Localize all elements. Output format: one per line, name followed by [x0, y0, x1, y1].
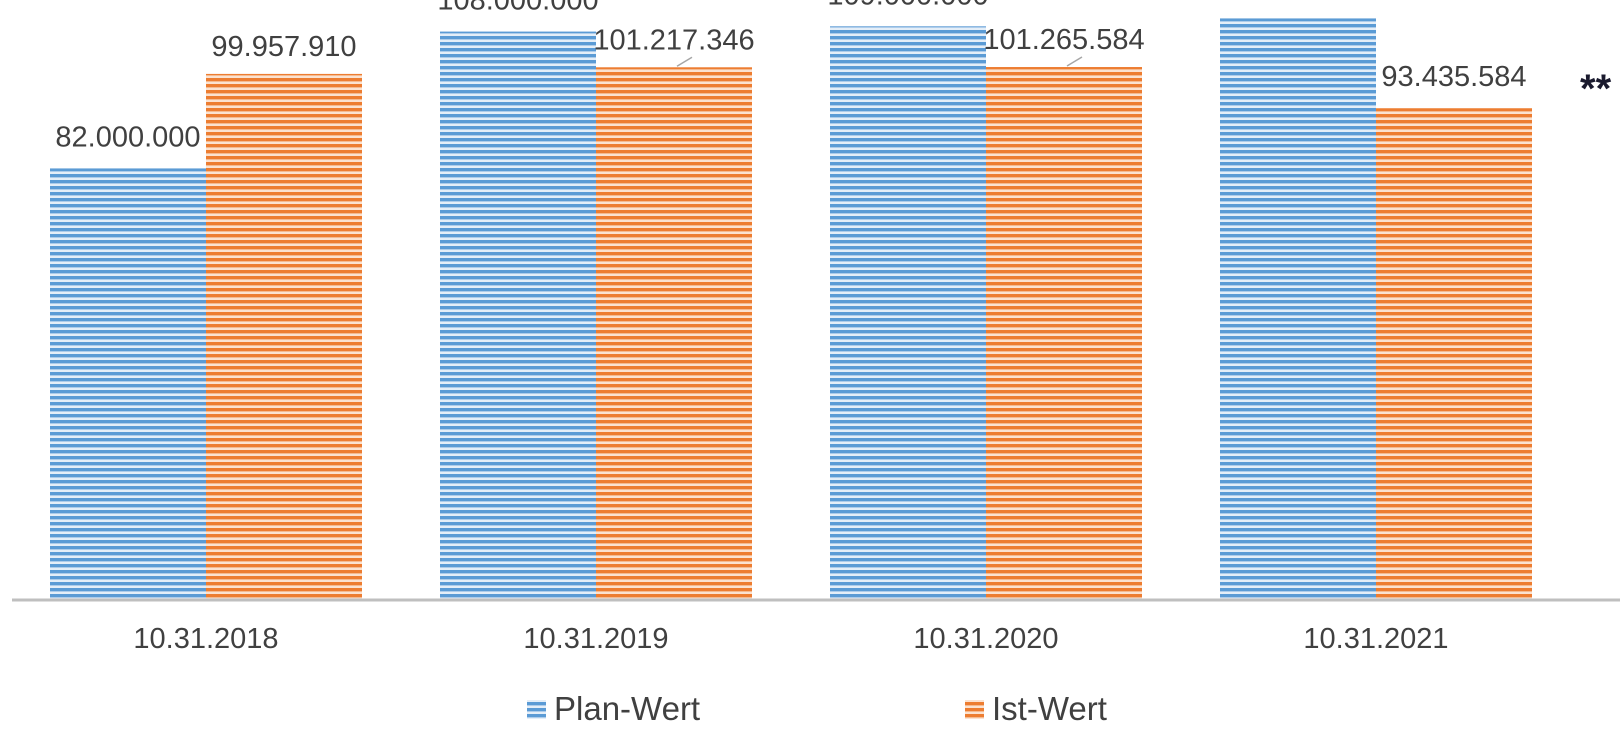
- data-label-ist-10.31.2021: 93.435.584: [1381, 61, 1526, 93]
- annotation-asterisks: **: [1580, 67, 1612, 111]
- legend-label-ist: Ist-Wert: [992, 690, 1107, 727]
- bar-plan-10.31.2019: [440, 31, 596, 601]
- x-tick-label-10.31.2020: 10.31.2020: [913, 623, 1058, 655]
- bar-ist-10.31.2019: [596, 67, 752, 601]
- bar-ist-10.31.2020: [986, 67, 1142, 600]
- leader-lines: [676, 56, 1083, 67]
- data-label-ist-10.31.2020: 101.265.584: [983, 24, 1144, 56]
- bar-ist-10.31.2018: [206, 73, 362, 600]
- bar-plan-10.31.2020: [830, 26, 986, 600]
- data-label-ist-10.31.2019: 101.217.346: [593, 24, 754, 56]
- x-tick-label-10.31.2019: 10.31.2019: [523, 623, 668, 655]
- legend-item-plan: Plan-Wert: [527, 690, 700, 727]
- legend-item-ist: Ist-Wert: [965, 690, 1107, 727]
- x-axis-tick-labels: 10.31.2018 10.31.2019 10.31.2020 10.31.2021: [133, 623, 1448, 655]
- bar-ist-10.31.2021: [1376, 108, 1532, 600]
- x-tick-label-10.31.2018: 10.31.2018: [133, 623, 278, 655]
- legend-label-plan: Plan-Wert: [554, 690, 700, 727]
- data-label-plan-10.31.2021: 110.500.000: [1218, 0, 1377, 3]
- legend: Plan-Wert Ist-Wert: [527, 690, 1107, 727]
- bars-layer: [50, 18, 1532, 601]
- data-label-plan-10.31.2018: 82.000.000: [55, 121, 200, 153]
- legend-swatch-ist: [965, 700, 984, 719]
- bar-plan-10.31.2021: [1220, 18, 1376, 600]
- legend-swatch-plan: [527, 700, 546, 719]
- x-tick-label-10.31.2021: 10.31.2021: [1303, 623, 1448, 655]
- data-label-plan-10.31.2020: 109.000.000: [827, 0, 988, 11]
- bar-plan-10.31.2018: [50, 168, 206, 600]
- data-label-plan-10.31.2019: 108.000.000: [437, 0, 598, 17]
- leader-line-ist-10.31.2020: [1066, 56, 1083, 67]
- data-labels: 82.000.000 99.957.910 108.000.000 101.217.3…: [55, 0, 1526, 153]
- data-label-ist-10.31.2018: 99.957.910: [211, 31, 356, 63]
- leader-line-ist-10.31.2019: [676, 56, 693, 67]
